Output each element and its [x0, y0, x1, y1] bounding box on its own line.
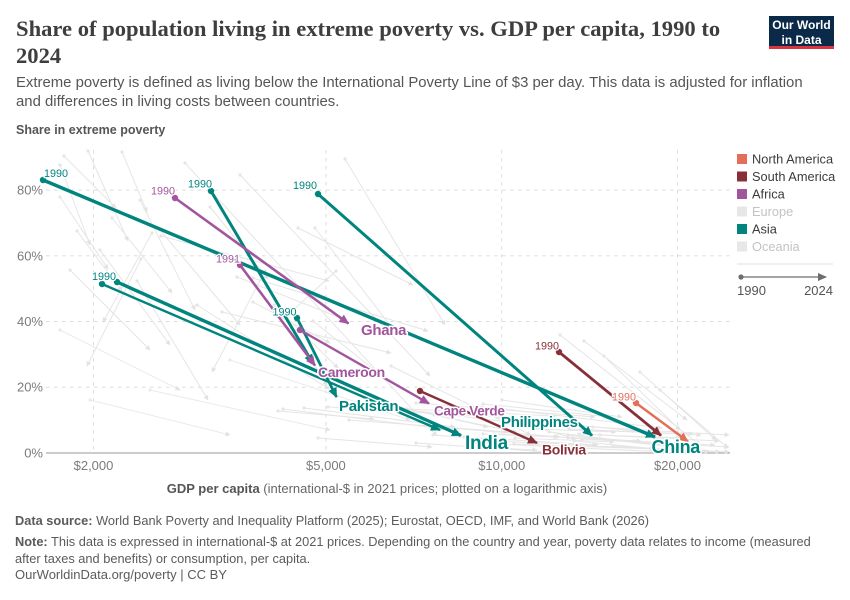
svg-text:Bolivia: Bolivia: [542, 442, 586, 458]
svg-text:60%: 60%: [17, 248, 43, 263]
svg-text:1990: 1990: [293, 180, 317, 192]
svg-text:1990: 1990: [535, 341, 559, 353]
svg-text:Pakistan: Pakistan: [339, 398, 398, 415]
svg-text:1990: 1990: [92, 271, 116, 283]
svg-text:Oceania: Oceania: [752, 239, 801, 254]
svg-text:Ghana: Ghana: [361, 322, 407, 339]
svg-text:Cape Verde: Cape Verde: [434, 404, 505, 419]
svg-text:Cameroon: Cameroon: [318, 364, 385, 380]
svg-text:1990: 1990: [151, 186, 175, 198]
svg-text:$20,000: $20,000: [654, 458, 701, 473]
svg-text:80%: 80%: [17, 183, 43, 198]
svg-text:GDP per capita (international-: GDP per capita (international-$ in 2021 …: [167, 481, 608, 496]
svg-text:0%: 0%: [24, 445, 43, 460]
svg-text:1990: 1990: [188, 179, 212, 191]
svg-text:1990: 1990: [612, 392, 636, 404]
svg-text:$2,000: $2,000: [74, 458, 114, 473]
svg-text:South America: South America: [752, 169, 836, 184]
svg-text:1990: 1990: [44, 168, 68, 180]
svg-text:40%: 40%: [17, 314, 43, 329]
svg-text:Asia: Asia: [752, 222, 778, 237]
svg-text:20%: 20%: [17, 380, 43, 395]
svg-text:India: India: [465, 433, 509, 454]
svg-text:$5,000: $5,000: [306, 458, 346, 473]
svg-text:$10,000: $10,000: [478, 458, 525, 473]
svg-text:China: China: [652, 437, 702, 457]
svg-text:Philippines: Philippines: [501, 414, 578, 431]
svg-text:1991: 1991: [216, 254, 240, 266]
svg-text:1990: 1990: [273, 307, 297, 319]
svg-text:Africa: Africa: [752, 187, 786, 202]
svg-text:2024: 2024: [804, 283, 833, 298]
svg-text:Europe: Europe: [752, 204, 793, 219]
svg-text:North America: North America: [752, 152, 834, 167]
svg-text:1990: 1990: [737, 283, 766, 298]
